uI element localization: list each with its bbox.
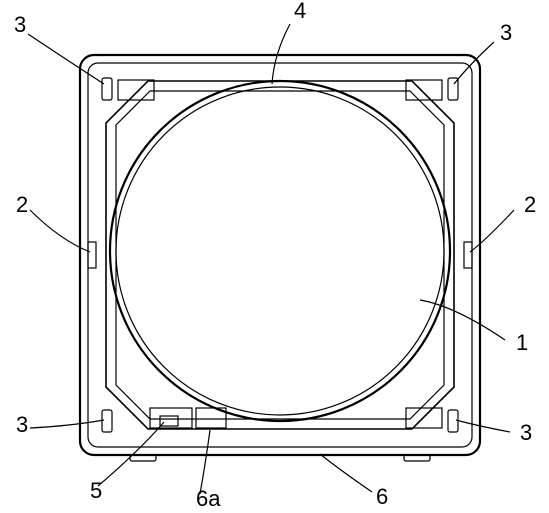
callout-label: 6a (196, 486, 221, 511)
callout-label: 2 (16, 192, 28, 217)
callout-label: 6 (376, 484, 388, 509)
callout-label: 2 (524, 192, 536, 217)
callout-label: 5 (90, 478, 102, 503)
callout-label: 3 (16, 412, 28, 437)
callout-label: 3 (14, 12, 26, 37)
callout-label: 4 (294, 0, 306, 23)
callout-label: 3 (500, 20, 512, 45)
callout-label: 1 (516, 330, 528, 355)
callout-label: 3 (520, 420, 532, 445)
